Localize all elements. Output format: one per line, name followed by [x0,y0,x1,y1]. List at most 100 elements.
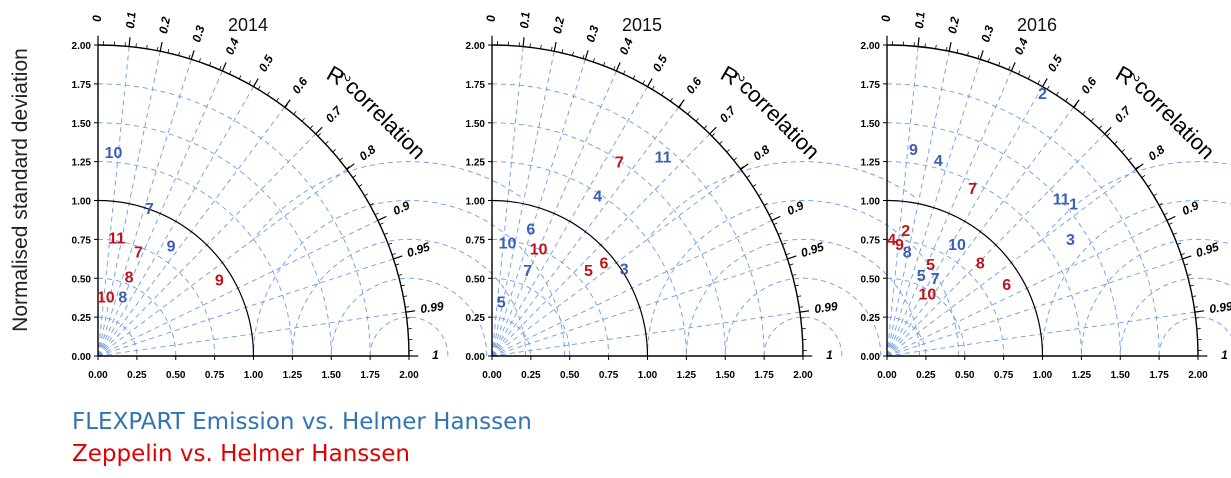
correlation-label: correlation [340,74,430,164]
chart-title: 2016 [1017,15,1057,35]
y-tick-label: 1.50 [861,119,881,130]
correlation-tick-label: 0.3 [189,23,207,43]
correlation-tick-label: 0.6 [1078,74,1099,96]
correlation-tick-label: 0.1 [912,11,928,29]
zeppelin-point: 9 [895,237,904,254]
y-tick-label: 1.00 [72,197,92,208]
correlation-tick [1073,99,1080,108]
std-arc [97,122,332,357]
y-tick-label: 1.00 [861,197,881,208]
y-tick-label: 1.25 [466,158,486,169]
correlation-tick [221,62,227,72]
legend-item-zeppelin: Zeppelin vs. Helmer Hanssen [72,441,410,467]
correlation-tick [1135,163,1144,170]
correlation-tick-label: 0.1 [123,11,139,29]
flexpart-point: 9 [909,142,918,159]
zeppelin-point: 9 [215,273,224,290]
x-tick-label: 1.50 [322,370,342,381]
correlation-tick-label: 0.8 [751,142,773,163]
x-tick-label: 0.75 [205,370,225,381]
y-tick-label: 0.25 [466,313,486,324]
correlation-tick [252,78,259,87]
correlation-label: correlation [1129,74,1219,164]
correlation-tick [1194,310,1205,313]
y-tick-label: 0.00 [466,352,486,363]
rms-arc [1119,277,1231,357]
std-arc [886,122,1121,357]
correlation-tick [771,215,781,221]
y-tick-label: 0.25 [72,313,92,324]
correlation-tick [1182,255,1192,260]
correlation-tick-label: 0.5 [256,52,277,74]
correlation-tick [1166,215,1176,221]
rms-arc [647,161,915,240]
x-tick-label: 0.50 [166,370,186,381]
x-tick-label: 1.25 [1072,370,1092,381]
correlation-tick-label: 0.95 [1194,239,1221,260]
x-tick-label: 1.00 [1033,370,1053,381]
rms-arc [1080,238,1231,357]
flexpart-point: 3 [1066,232,1075,249]
flexpart-point: 7 [145,201,154,218]
zeppelin-point: 6 [600,255,609,272]
rms-arc [1042,200,1231,357]
correlation-tick-label: 0.2 [550,15,567,34]
correlation-tick [346,163,355,170]
rms-arc [330,277,488,357]
flexpart-point: 10 [499,235,517,252]
std-arc [97,238,216,357]
correlation-tick-label: 0 [90,15,104,22]
y-tick-label: 1.50 [466,119,486,130]
legend: FLEXPART Emission vs. Helmer Hanssen Zep… [72,406,532,470]
x-tick-label: 1.25 [283,370,303,381]
correlation-tick [393,255,403,260]
taylor-diagram-2016: 0 0.1 0.2 0.3 0.4 0.5 0.6 0.7 0.8 0.9 0.95 0.99 1 0.0… [861,11,1231,381]
rms-arc [1158,316,1231,357]
y-tick-label: 1.50 [72,119,92,130]
y-tick-label: 1.00 [466,197,486,208]
flexpart-point: 5 [497,294,506,311]
zeppelin-point: 8 [976,255,985,272]
flexpart-point: 8 [903,245,912,262]
y-tick-label: 0.00 [72,352,92,363]
std-arc [886,83,1160,357]
flexpart-point: 7 [931,271,940,288]
zeppelin-point: 5 [926,257,935,274]
std-arc [491,122,726,357]
rms-arc [253,161,521,240]
x-tick-label: 1.00 [244,370,264,381]
correlation-tick-label: 0.99 [419,299,444,316]
reference-arc [491,199,649,357]
x-tick-label: 0.75 [994,370,1014,381]
flexpart-point: 11 [1053,192,1070,209]
flexpart-point: 4 [593,189,602,206]
x-tick-label: 1.00 [638,370,658,381]
correlation-tick [315,126,323,135]
taylor-diagram-2014: 0 0.1 0.2 0.3 0.4 0.5 0.6 0.7 0.8 0.9 0.95 0.99 1 0.0… [72,11,565,381]
correlation-tick [979,50,984,60]
flexpart-point: 10 [105,145,123,162]
flexpart-point: 11 [655,150,672,167]
correlation-label: correlation [734,74,824,164]
correlation-tick-label: 0.7 [1112,103,1135,126]
correlation-tick [284,99,291,108]
flexpart-point: 10 [948,237,966,254]
rms-arc [724,277,882,357]
y-tick-label: 2.00 [466,41,486,52]
correlation-tick [917,37,920,47]
y-tick-label: 1.25 [861,158,881,169]
x-tick-label: 1.25 [677,370,697,381]
correlation-tick-label: 1 [1221,348,1228,362]
zeppelin-point: 10 [919,287,937,304]
zeppelin-point: 7 [134,245,143,262]
x-tick-label: 0.75 [599,370,619,381]
flexpart-point: 4 [934,153,943,170]
correlation-tick [405,310,416,313]
correlation-tick-label: 0.95 [799,239,826,260]
zeppelin-point: 5 [584,263,593,280]
zeppelin-point: 10 [97,290,115,307]
correlation-tick [787,255,797,260]
x-tick-label: 1.50 [1111,370,1131,381]
y-tick-label: 1.75 [72,80,92,91]
flexpart-point: 7 [523,263,532,280]
